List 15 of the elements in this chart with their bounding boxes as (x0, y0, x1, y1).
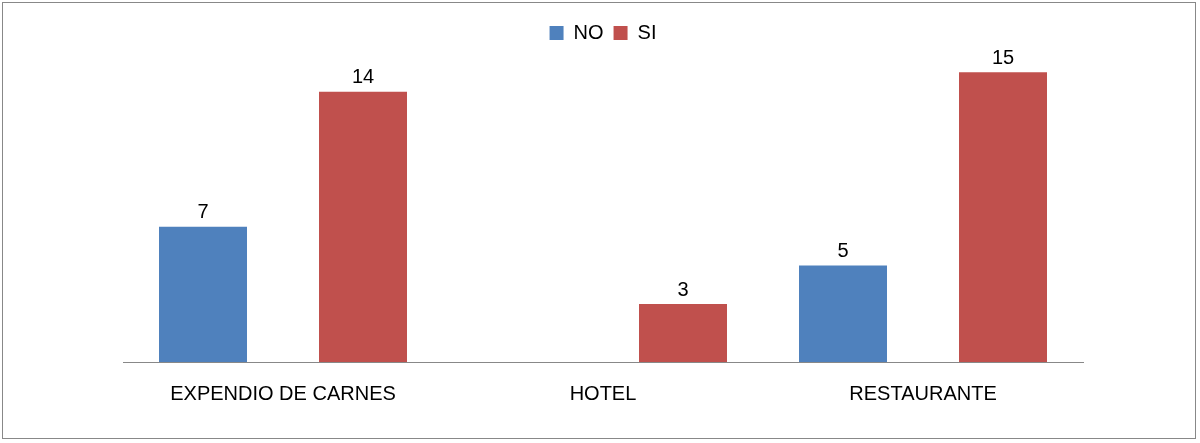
legend-label: SI (637, 20, 657, 43)
data-label: 7 (197, 200, 209, 223)
data-label: 15 (991, 45, 1015, 68)
legend-label: NO (573, 20, 604, 43)
data-label: 3 (677, 277, 689, 300)
data-label: 5 (837, 238, 849, 261)
data-label: 14 (351, 65, 375, 88)
bar (319, 91, 407, 362)
bar (159, 226, 247, 362)
bar (639, 304, 727, 362)
x-tick-label: RESTAURANTE (849, 381, 997, 404)
bar (959, 72, 1047, 362)
x-tick-label: HOTEL (569, 381, 637, 404)
bar (799, 265, 887, 362)
x-tick-label: EXPENDIO DE CARNES (170, 381, 396, 404)
